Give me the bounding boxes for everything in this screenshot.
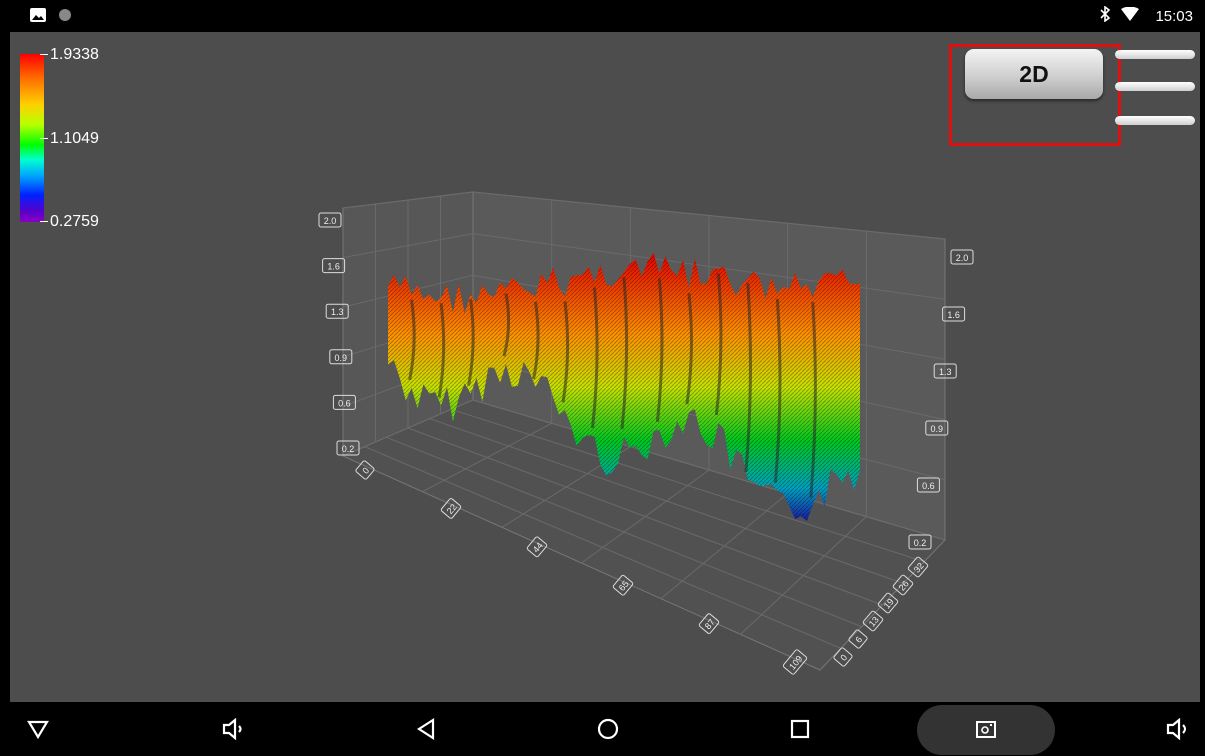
- home-icon[interactable]: [590, 712, 626, 746]
- surface-ridge: [532, 301, 540, 380]
- surface-plot: 2.0 1.6 1.3 0.9 0.6 0.2 2.0 1.6 1.3 0.9 0.6 0.2 0 22 4…: [318, 191, 974, 675]
- surface-ridge: [655, 278, 664, 423]
- z-tick-right: 0.2: [908, 534, 932, 550]
- z-tick-right: 2.0: [950, 249, 974, 265]
- surface-ridge: [809, 302, 817, 498]
- svg-text:0.2: 0.2: [914, 538, 927, 548]
- svg-text:44: 44: [531, 540, 545, 554]
- surface-ridge: [408, 299, 416, 381]
- z-tick-left: 1.6: [322, 258, 346, 274]
- menu-bar-line: [1115, 50, 1195, 59]
- surface-ridge: [773, 298, 782, 483]
- svg-text:0: 0: [360, 466, 371, 476]
- svg-text:0: 0: [838, 653, 849, 663]
- y-tick: 0: [833, 647, 853, 667]
- svg-text:1.3: 1.3: [331, 307, 344, 317]
- volume-down-icon[interactable]: [215, 712, 251, 746]
- surface-ridge: [437, 302, 446, 398]
- svg-text:87: 87: [703, 617, 717, 631]
- surface-ridge: [685, 293, 693, 405]
- y-tick: 13: [862, 610, 884, 632]
- svg-text:1.3: 1.3: [939, 367, 952, 377]
- z-tick-right: 0.6: [916, 477, 940, 493]
- status-bar: 15:03: [0, 0, 1205, 32]
- circle-icon: [58, 8, 72, 27]
- svg-text:2.0: 2.0: [956, 253, 969, 263]
- gallery-icon: [30, 8, 46, 27]
- menu-bar-line: [1115, 82, 1195, 91]
- wifi-icon: [1121, 6, 1140, 25]
- menu-bar-line: [1115, 116, 1195, 125]
- z-tick-left: 0.9: [329, 349, 353, 365]
- y-tick: 26: [892, 574, 914, 596]
- z-tick-left: 0.6: [332, 394, 356, 410]
- surface-ridge: [620, 277, 629, 430]
- svg-text:32: 32: [912, 561, 926, 575]
- x-tick: 65: [612, 574, 634, 596]
- svg-text:13: 13: [867, 615, 881, 629]
- back-icon[interactable]: [408, 712, 444, 746]
- z-tick-right: 0.9: [925, 420, 949, 436]
- svg-text:65: 65: [617, 579, 631, 593]
- svg-text:1.6: 1.6: [947, 310, 960, 320]
- surface-ridge: [561, 301, 570, 403]
- volume-up-icon[interactable]: [1160, 712, 1196, 746]
- svg-text:2.0: 2.0: [324, 216, 337, 226]
- legend-mid-label: 1.1049: [50, 130, 99, 147]
- recents-icon[interactable]: [782, 712, 818, 746]
- svg-text:19: 19: [882, 597, 896, 611]
- surface-plot-view[interactable]: 1.9338 1.1049 0.2759 2.0 1.6 1.3 0.9 0.6 0: [10, 32, 1200, 702]
- y-tick: 19: [877, 592, 899, 614]
- y-tick: 6: [848, 629, 868, 649]
- surface-ridge: [467, 299, 475, 386]
- x-tick: 0: [355, 460, 375, 480]
- svg-text:26: 26: [897, 579, 911, 593]
- 2d-view-button[interactable]: 2D: [965, 49, 1103, 99]
- legend-max-label: 1.9338: [50, 46, 99, 63]
- bluetooth-icon: [1099, 5, 1111, 26]
- x-tick: 87: [698, 613, 720, 634]
- triangle-down-icon[interactable]: [20, 712, 56, 746]
- svg-text:22: 22: [445, 502, 459, 516]
- x-tick: 22: [440, 498, 462, 519]
- svg-text:0.9: 0.9: [931, 424, 944, 434]
- z-tick-left: 2.0: [318, 212, 342, 228]
- y-tick: 32: [907, 556, 929, 578]
- surface-ridge: [744, 283, 752, 472]
- screenshot-icon[interactable]: [968, 712, 1004, 746]
- highlight-box: [949, 44, 1121, 146]
- surface-ridge: [591, 287, 599, 429]
- surface-ridge: [714, 273, 723, 416]
- navigation-bar: [0, 702, 1205, 756]
- svg-text:0.6: 0.6: [338, 398, 351, 408]
- z-tick-right: 1.3: [933, 363, 957, 379]
- svg-text:0.6: 0.6: [922, 481, 935, 491]
- svg-text:6: 6: [853, 635, 864, 645]
- x-tick: 44: [526, 536, 548, 558]
- clock: 15:03: [1155, 7, 1193, 25]
- screenshot-pill: [917, 705, 1055, 755]
- svg-text:0.2: 0.2: [342, 444, 355, 454]
- svg-text:1.6: 1.6: [327, 262, 340, 272]
- svg-text:0.9: 0.9: [335, 353, 348, 363]
- z-tick-left: 0.2: [336, 440, 360, 456]
- z-tick-left: 1.3: [325, 303, 349, 319]
- legend-min-label: 0.2759: [50, 213, 99, 230]
- z-tick-right: 1.6: [942, 306, 966, 322]
- surface-ridge: [502, 293, 511, 357]
